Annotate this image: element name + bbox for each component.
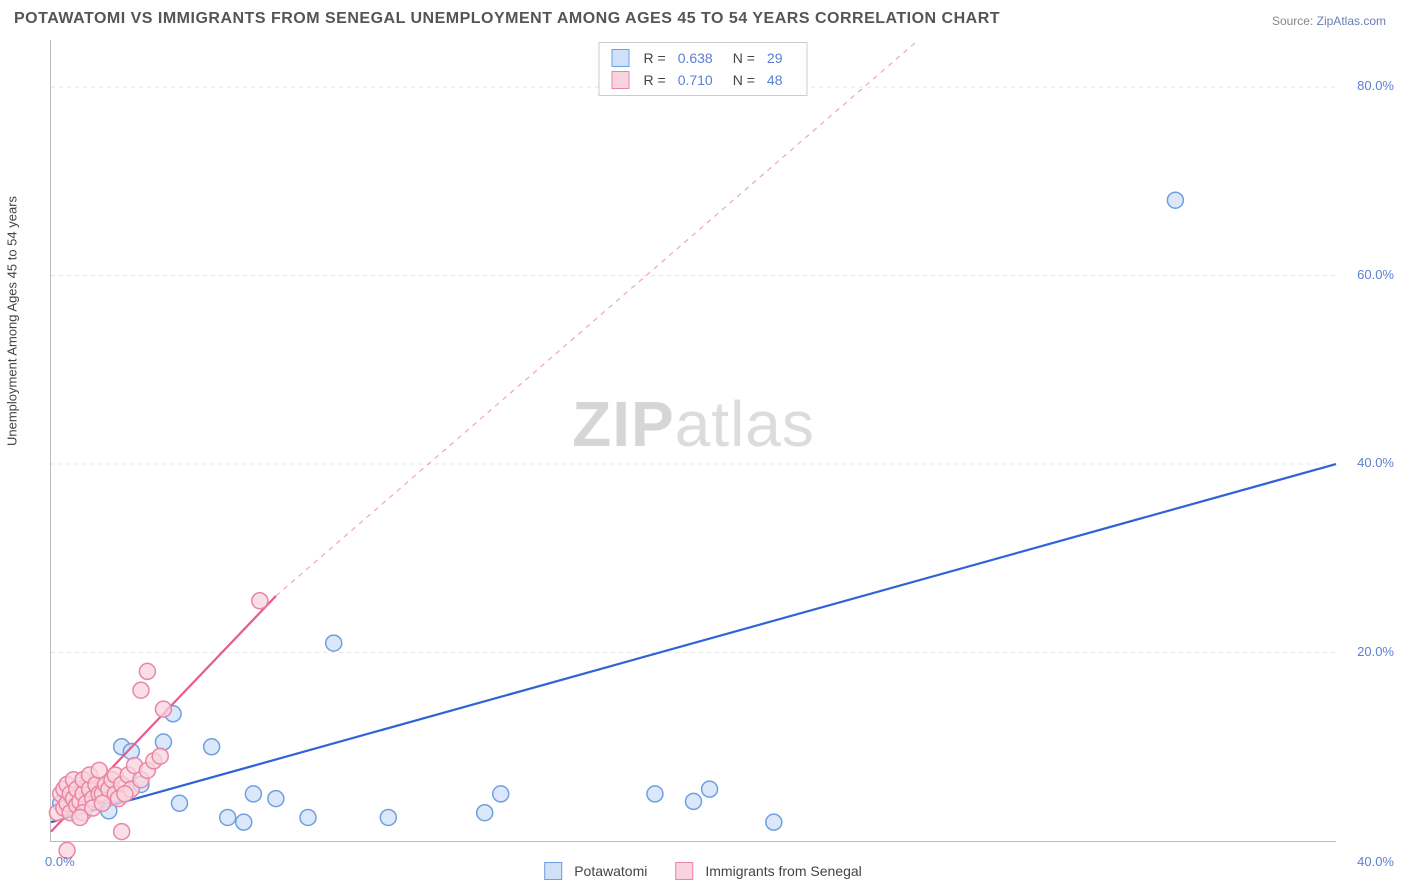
y-tick-label: 40.0% xyxy=(1357,455,1394,470)
legend-item: Potawatomi xyxy=(544,862,647,880)
y-tick-label: 20.0% xyxy=(1357,644,1394,659)
legend-swatch xyxy=(612,49,630,67)
legend-n-value: 48 xyxy=(767,69,783,91)
legend-swatch xyxy=(612,71,630,89)
x-tick-label: 0.0% xyxy=(45,854,75,869)
plot-svg xyxy=(51,40,1336,841)
y-tick-label: 60.0% xyxy=(1357,267,1394,282)
legend-stat-row: R = 0.710 N = 48 xyxy=(612,69,795,91)
legend-series: Potawatomi Immigrants from Senegal xyxy=(544,862,862,880)
legend-r-value: 0.710 xyxy=(678,69,713,91)
legend-n-value: 29 xyxy=(767,47,783,69)
source-attribution: Source: ZipAtlas.com xyxy=(1272,14,1386,28)
chart-container: POTAWATOMI VS IMMIGRANTS FROM SENEGAL UN… xyxy=(0,0,1406,892)
legend-swatch xyxy=(675,862,693,880)
source-link[interactable]: ZipAtlas.com xyxy=(1317,14,1386,28)
legend-item: Immigrants from Senegal xyxy=(675,862,861,880)
chart-title: POTAWATOMI VS IMMIGRANTS FROM SENEGAL UN… xyxy=(14,10,1000,28)
legend-stats: R = 0.638 N = 29 R = 0.710 N = 48 xyxy=(599,42,808,96)
legend-label: Potawatomi xyxy=(574,863,647,879)
legend-r-value: 0.638 xyxy=(678,47,713,69)
legend-r-label: R = xyxy=(644,69,666,91)
legend-r-label: R = xyxy=(644,47,666,69)
x-tick-label: 40.0% xyxy=(1357,854,1394,869)
legend-swatch xyxy=(544,862,562,880)
legend-stat-row: R = 0.638 N = 29 xyxy=(612,47,795,69)
legend-label: Immigrants from Senegal xyxy=(705,863,861,879)
y-axis-label: Unemployment Among Ages 45 to 54 years xyxy=(5,196,20,446)
y-tick-label: 80.0% xyxy=(1357,78,1394,93)
legend-n-label: N = xyxy=(733,69,755,91)
plot-area: ZIPatlas 20.0%40.0%60.0%80.0%0.0%40.0% xyxy=(50,40,1336,842)
legend-n-label: N = xyxy=(733,47,755,69)
source-label: Source: xyxy=(1272,14,1313,28)
